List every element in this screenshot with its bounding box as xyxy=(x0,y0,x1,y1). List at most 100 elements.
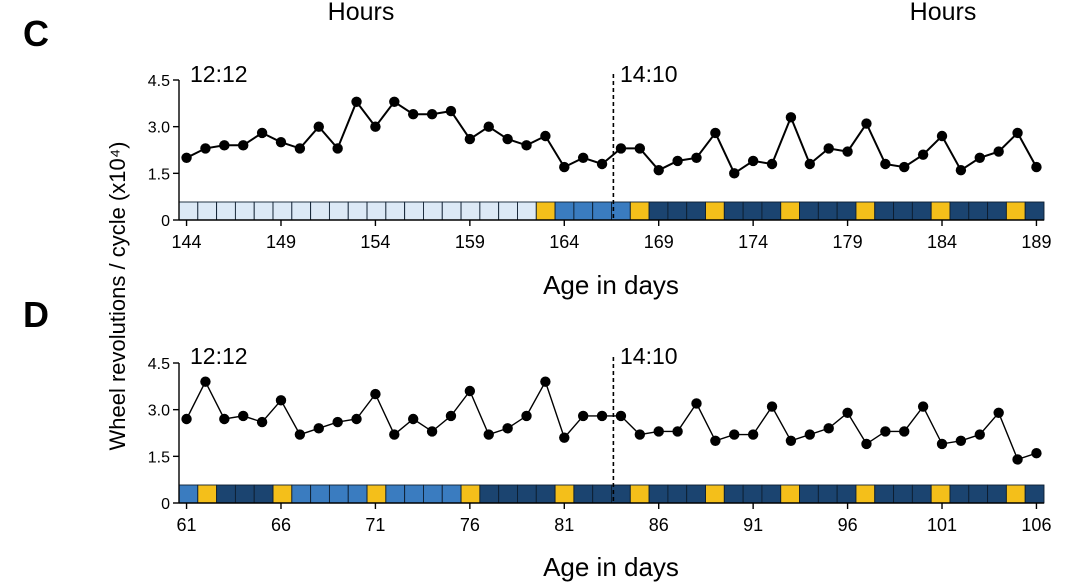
panel-d-series xyxy=(181,376,1042,465)
panel-d-x-tick-label: 71 xyxy=(365,515,385,535)
panel-c-data-point xyxy=(313,121,324,132)
panel-d-data-point xyxy=(238,410,249,422)
panel-d-data-point xyxy=(521,410,532,422)
panel-d-x-tick-label: 96 xyxy=(838,515,858,535)
panel-d-x-tick-label: 106 xyxy=(1021,515,1051,535)
panel-c-data-point xyxy=(710,127,721,139)
panel-c-light-cells xyxy=(178,201,1045,221)
panel-d-cell xyxy=(573,484,594,504)
panel-c-data-point xyxy=(974,152,985,163)
panel-d-data-point xyxy=(426,426,438,437)
panel-c-data-point xyxy=(483,121,494,132)
panel-d-cell xyxy=(780,484,800,504)
panel-c-data-point xyxy=(653,165,664,176)
panel-d-data-point xyxy=(766,401,778,412)
panel-d-data-point xyxy=(710,435,721,446)
panel-c-cell xyxy=(197,201,218,221)
panel-c-data-point xyxy=(729,168,740,179)
panel-c-cell xyxy=(328,201,349,221)
panel-c-letter: C xyxy=(23,13,49,54)
panel-d-data-point xyxy=(294,429,306,440)
panel-d-data-point xyxy=(917,401,929,412)
panel-d-data-point xyxy=(672,426,683,437)
panel-c-data-point xyxy=(1031,161,1042,173)
panel-d-cell xyxy=(178,484,199,504)
panel-d-data-point xyxy=(615,410,627,422)
panel-c-data-point xyxy=(634,143,646,154)
panel-c-data-point xyxy=(521,140,532,151)
panel-d-data-point xyxy=(955,435,967,446)
panel-c-cell xyxy=(1005,201,1026,221)
panel-d-data-point xyxy=(407,413,419,425)
panel-c-cell xyxy=(234,201,255,221)
panel-d-cell xyxy=(347,484,368,504)
panel-d-data-point xyxy=(464,385,476,397)
panel-c-series xyxy=(181,96,1042,179)
panel-d-cell xyxy=(629,484,650,504)
panel-d-cell xyxy=(460,484,481,504)
panel-c-data-point xyxy=(691,152,702,163)
panel-c-series-line xyxy=(186,99,1038,175)
panel-c-cell xyxy=(291,201,312,221)
panel-c-cell xyxy=(836,201,857,221)
panel-c-cell xyxy=(178,201,199,221)
panel-d-data-point xyxy=(596,410,608,422)
panel-d-data-point xyxy=(502,423,513,434)
panel-d-data-point xyxy=(332,416,343,428)
panel-c-cell xyxy=(460,201,481,221)
panel-d-phase-left: 12:12 xyxy=(190,343,248,369)
panel-c-x-tick-label: 154 xyxy=(360,232,390,252)
panel-c-x-tick-label: 144 xyxy=(172,232,202,252)
panel-c-cell xyxy=(272,201,293,221)
panel-d-cell xyxy=(949,484,970,504)
panel-c-data-point xyxy=(880,158,891,170)
panel-c-data-point xyxy=(747,155,759,167)
panel-d-series-line xyxy=(185,379,1037,461)
panel-c-x-tick-label: 174 xyxy=(738,232,768,252)
panel-c-x-tick-label: 149 xyxy=(266,232,296,252)
panel-c-y-tick-label: 1.5 xyxy=(148,166,170,183)
panel-c-data-point xyxy=(464,133,476,145)
panel-c-cell xyxy=(535,201,556,221)
panel-c-cell xyxy=(253,201,274,221)
panel-c-data-point xyxy=(993,146,1004,157)
panel-c-data-point xyxy=(842,146,853,157)
panel-c-cell xyxy=(216,201,236,221)
panel-d-chart: 01.53.04.5 61 66 71 76 81 86 91 96 101 106 12:12 … xyxy=(148,343,1052,582)
panel-c-cell xyxy=(855,201,876,221)
panel-c-data-point xyxy=(389,96,400,107)
panel-c-data-point xyxy=(936,130,948,142)
panel-d-cell xyxy=(742,484,763,504)
panel-d-cell xyxy=(930,484,951,504)
panel-c-data-point xyxy=(672,155,683,167)
panel-c-cell xyxy=(366,201,387,221)
panel-d-data-point xyxy=(559,432,570,443)
header-label-right: Hours xyxy=(910,0,977,26)
panel-c-y-tick-label: 3.0 xyxy=(148,120,170,137)
panel-c-y-axis: 0 1.5 3.0 4.5 xyxy=(148,73,180,230)
panel-c-y-tick-label: 4.5 xyxy=(148,73,170,90)
panel-d-cell xyxy=(667,484,688,504)
panel-c-cell xyxy=(629,201,650,221)
panel-d-cell xyxy=(535,484,556,504)
panel-c-cell xyxy=(968,201,989,221)
panel-d-cell xyxy=(441,484,462,504)
header-label-left: Hours xyxy=(328,0,395,26)
panel-c-data-point xyxy=(823,143,834,154)
panel-d-x-label: Age in days xyxy=(543,552,679,582)
panel-d-data-point xyxy=(729,429,740,440)
panel-d-data-point xyxy=(256,416,268,428)
panel-c-cell xyxy=(987,201,1007,221)
panel-d-cell xyxy=(592,484,612,504)
panel-c-data-point xyxy=(540,130,551,142)
panel-d-x-tick-label: 61 xyxy=(177,515,197,535)
panel-d-cell xyxy=(234,484,255,504)
panel-c-data-point xyxy=(407,109,419,120)
panel-d-cell xyxy=(648,484,669,504)
panel-c-cell xyxy=(554,201,575,221)
panel-d-cell xyxy=(404,484,424,504)
panel-c-x-label: Age in days xyxy=(543,270,679,300)
panel-c-data-point xyxy=(200,143,211,154)
panel-d-x-tick-label: 81 xyxy=(554,515,574,535)
panel-d-data-point xyxy=(389,429,400,440)
